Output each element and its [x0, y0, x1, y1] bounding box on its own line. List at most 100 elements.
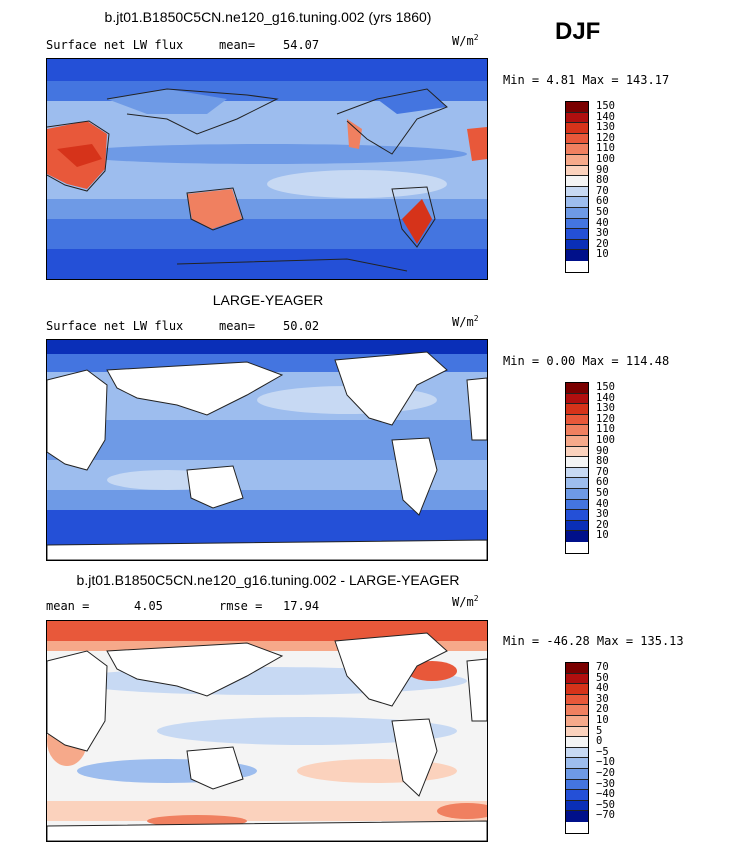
panel1-colorbar-label: 90	[596, 163, 609, 176]
panel3-colorbar-cell	[566, 747, 588, 759]
panel2-variable-label: Surface net LW flux	[46, 319, 184, 333]
panel2-colorbar-label: 40	[596, 497, 609, 510]
panel3-colorbar	[565, 662, 589, 834]
panel2-colorbar-cell	[566, 499, 588, 511]
panel3-title: b.jt01.B1850C5CN.ne120_g16.tuning.002 - …	[76, 572, 460, 588]
panel3-units: W/m2	[452, 594, 479, 609]
panel3-map	[46, 620, 488, 842]
panel1-colorbar-label: 130	[596, 121, 615, 134]
panel1-colorbar-cell	[566, 123, 588, 134]
panel2-colorbar-cell	[566, 425, 588, 436]
panel1-colorbar-label: 10	[596, 248, 609, 261]
panel3-minmax: Min = -46.28 Max = 135.13	[503, 634, 684, 648]
panel1-colorbar-cell	[566, 229, 588, 240]
panel2-map	[46, 339, 488, 561]
panel2-map-svg	[47, 340, 487, 560]
panel1-sa-hot	[402, 199, 432, 244]
panel2-colorbar-cell	[566, 383, 588, 394]
panel1-colorbar	[565, 101, 589, 273]
panel1-colorbar-cell	[566, 112, 588, 124]
panel1-colorbar-cell	[566, 176, 588, 187]
panel1-colorbar-labels: 150 140 130 120 110 100 90 80 70 60 50 4…	[596, 101, 615, 260]
panel2-mean-value: 50.02	[283, 319, 320, 333]
panel1-colorbar-cell	[566, 207, 588, 219]
panel2-colorbar	[565, 382, 589, 554]
panel2-colorbar-cell	[566, 510, 588, 521]
panel3-colorbar-label: −10	[596, 756, 615, 769]
panel1-colorbar-label: 70	[596, 184, 609, 197]
panel2-colorbar-label: 50	[596, 486, 609, 499]
panel2-colorbar-cell	[566, 435, 588, 447]
panel2-colorbar-label: 70	[596, 465, 609, 478]
panel1-arctic-band	[47, 59, 487, 81]
panel1-colorbar-label: 60	[596, 195, 609, 208]
panel1-colorbar-cell	[566, 102, 588, 113]
panel1-colorbar-cell	[566, 154, 588, 166]
panel3-map-svg	[47, 621, 487, 841]
panel1-colorbar-cell	[566, 186, 588, 198]
panel2-colorbar-cell	[566, 404, 588, 415]
panel1-colorbar-label: 150	[596, 100, 615, 112]
panel3-colorbar-cell	[566, 705, 588, 716]
panel3-rmse-value: 17.94	[283, 599, 320, 613]
panel2-colorbar-label: 60	[596, 476, 609, 489]
panel2-mean-label: mean=	[219, 319, 256, 333]
panel1-mean-label: mean=	[219, 38, 256, 52]
panel1-colorbar-label: 140	[596, 110, 615, 123]
panel3-colorbar-label: −70	[596, 809, 615, 822]
panel3-colorbar-label: 10	[596, 713, 609, 726]
panel2-minmax: Min = 0.00 Max = 114.48	[503, 354, 670, 368]
panel3-arctic-positive	[47, 621, 487, 641]
season-label: DJF	[555, 18, 601, 45]
panel1-colorbar-cell	[566, 218, 588, 230]
panel3-colorbar-label: 0	[596, 735, 603, 748]
panel2-colorbar-label: 20	[596, 518, 609, 531]
panel3-mean-value: 4.05	[134, 599, 163, 613]
panel1-colorbar-label: 50	[596, 205, 609, 218]
panel2-africa-land	[47, 369, 108, 471]
panel3-colorbar-cell	[566, 790, 588, 801]
panel3-colorbar-cell	[566, 768, 588, 780]
panel2-colorbar-cell	[566, 520, 588, 532]
panel3-colorbar-cell	[566, 758, 588, 769]
panel3-colorbar-label: −5	[596, 745, 609, 758]
panel3-colorbar-label: −30	[596, 777, 615, 790]
panel2-colorbar-cell	[566, 478, 588, 489]
panel3-colorbar-cell	[566, 737, 588, 748]
panel2-antarctica-land	[47, 539, 487, 560]
panel1-colorbar-cell	[566, 250, 588, 261]
panel1-colorbar-label: 110	[596, 142, 615, 155]
panel2-units: W/m2	[452, 314, 479, 329]
panel2-colorbar-label: 10	[596, 529, 609, 542]
panel3-colorbar-cell	[566, 715, 588, 727]
panel3-colorbar-label: 30	[596, 692, 609, 705]
panel3-colorbar-labels: 70 50 40 30 20 10 5 0 −5 −10 −20 −30 −40…	[596, 662, 615, 821]
panel1-colorbar-cell	[566, 239, 588, 251]
panel2-colorbar-cell	[566, 393, 588, 405]
panel1-map	[46, 58, 488, 280]
panel2-colorbar-label: 130	[596, 402, 615, 415]
panel2-title: LARGE-YEAGER	[212, 292, 324, 308]
panel3-colorbar-label: 70	[596, 661, 609, 673]
panel3-colorbar-label: 50	[596, 671, 609, 684]
panel3-colorbar-label: −50	[596, 798, 615, 811]
panel2-na-land	[334, 351, 448, 426]
panel3-colorbar-cell	[566, 726, 588, 738]
panel2-colorbar-label: 30	[596, 508, 609, 521]
panel2-colorbar-label: 100	[596, 433, 615, 446]
panel3-colorbar-cell	[566, 811, 588, 822]
panel1-colorbar-label: 20	[596, 237, 609, 250]
panel3-colorbar-label: 5	[596, 724, 603, 737]
panel1-colorbar-cell	[566, 144, 588, 155]
panel2-colorbar-cell	[566, 467, 588, 479]
panel1-colorbar-label: 40	[596, 216, 609, 229]
panel3-colorbar-label: −20	[596, 766, 615, 779]
panel2-colorbar-labels: 150 140 130 120 110 100 90 80 70 60 50 4…	[596, 382, 615, 541]
panel1-colorbar-label: 100	[596, 152, 615, 165]
panel1-colorbar-cell	[566, 133, 588, 145]
panel2-eurasia-land	[106, 361, 284, 416]
panel3-colorbar-label: 40	[596, 682, 609, 695]
panel1-variable-label: Surface net LW flux	[46, 38, 184, 52]
panel2-colorbar-cell	[566, 531, 588, 542]
panel1-colorbar-label: 120	[596, 131, 615, 144]
